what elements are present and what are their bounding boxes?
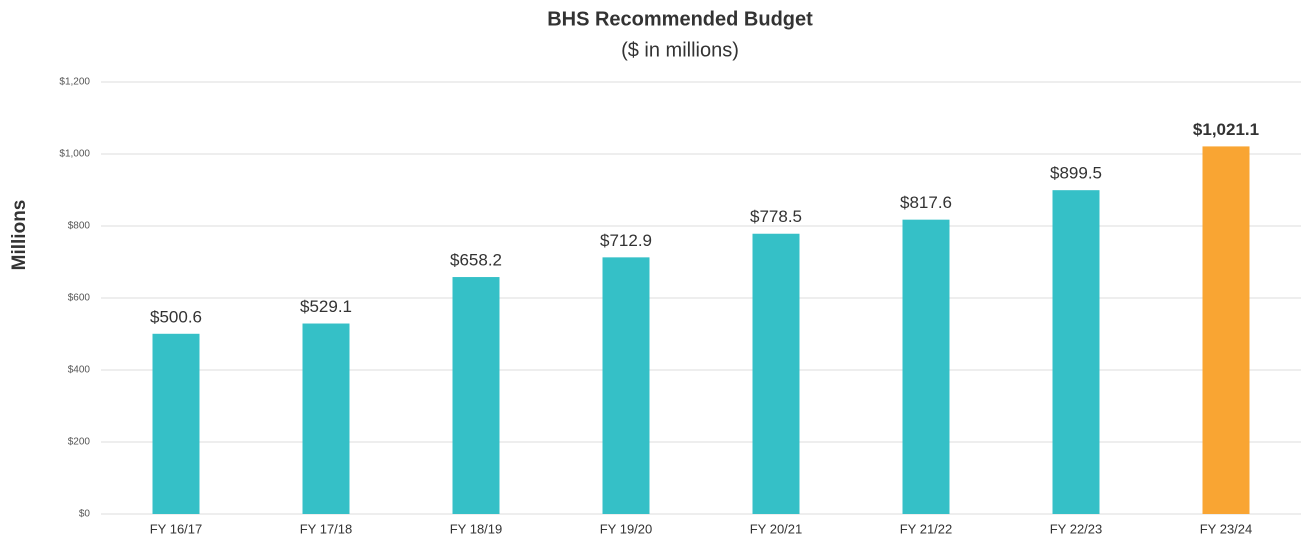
bar: [902, 219, 950, 514]
value-label: $817.6: [900, 193, 952, 212]
bar: [452, 277, 500, 514]
bar: [152, 333, 200, 514]
value-label: $899.5: [1050, 164, 1102, 183]
x-tick-label: FY 18/19: [450, 521, 503, 536]
bar: [1052, 190, 1100, 514]
bar: [602, 257, 650, 514]
y-tick-label: $0: [79, 509, 91, 520]
y-tick-label: $800: [68, 221, 91, 232]
bar: [752, 233, 800, 515]
x-tick-label: FY 16/17: [150, 521, 203, 536]
y-tick-label: $400: [68, 365, 91, 376]
x-tick-label: FY 21/22: [900, 521, 953, 536]
x-tick-label: FY 22/23: [1050, 521, 1103, 536]
x-tick-label: FY 23/24: [1200, 521, 1253, 536]
x-tick-label: FY 17/18: [300, 521, 353, 536]
bar: [302, 323, 350, 514]
y-tick-label: $200: [68, 437, 91, 448]
x-tick-label: FY 20/21: [750, 521, 803, 536]
chart-title: BHS Recommended Budget: [547, 8, 813, 30]
y-axis-label: Millions: [9, 200, 30, 271]
value-label: $658.2: [450, 251, 502, 270]
chart-subtitle: ($ in millions): [621, 39, 739, 61]
y-tick-label: $1,000: [59, 149, 90, 160]
bar: [1202, 146, 1250, 515]
y-tick-label: $1,200: [59, 77, 90, 88]
value-label: $712.9: [600, 231, 652, 250]
value-label: $1,021.1: [1193, 120, 1259, 139]
value-label: $500.6: [150, 307, 202, 326]
value-label: $529.1: [300, 297, 352, 316]
x-tick-label: FY 19/20: [600, 521, 653, 536]
y-tick-label: $600: [68, 293, 91, 304]
value-label: $778.5: [750, 207, 802, 226]
